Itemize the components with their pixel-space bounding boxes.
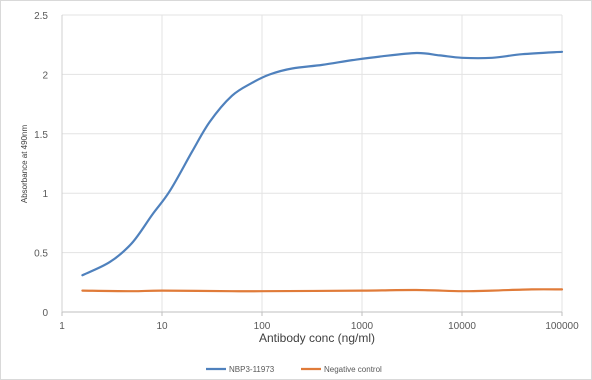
y-axis-title: Absorbance at 490nm — [20, 125, 29, 204]
y-tick-label: 2 — [42, 70, 48, 81]
series-line-nbp3-11973 — [81, 50, 564, 277]
axes — [61, 15, 563, 316]
tick-labels: 0 0.5 1 1.5 2 2.5 1 10 100 1000 10000 100000 — [34, 11, 579, 332]
legend: NBP3-11973 Negative control — [206, 365, 382, 374]
y-tick-label: 2.5 — [34, 11, 48, 22]
gridlines — [62, 14, 563, 312]
y-tick-label: 0 — [42, 308, 48, 319]
x-tick-label: 1000 — [351, 321, 374, 332]
y-tick-label: 1 — [42, 189, 48, 200]
x-axis-title: Antibody conc (ng/ml) — [259, 331, 375, 345]
y-tick-label: 0.5 — [34, 249, 48, 260]
data-series — [81, 50, 564, 293]
x-tick-label: 10 — [156, 321, 168, 332]
legend-label-nbp3-11973: NBP3-11973 — [229, 365, 275, 374]
x-tick-label: 100 — [254, 321, 271, 332]
legend-label-negative-control: Negative control — [324, 365, 382, 374]
x-tick-label: 10000 — [448, 321, 476, 332]
x-tick-label: 1 — [59, 321, 65, 332]
series-line-negative-control — [81, 288, 564, 293]
y-tick-label: 1.5 — [34, 130, 48, 141]
x-tick-label: 100000 — [545, 321, 579, 332]
